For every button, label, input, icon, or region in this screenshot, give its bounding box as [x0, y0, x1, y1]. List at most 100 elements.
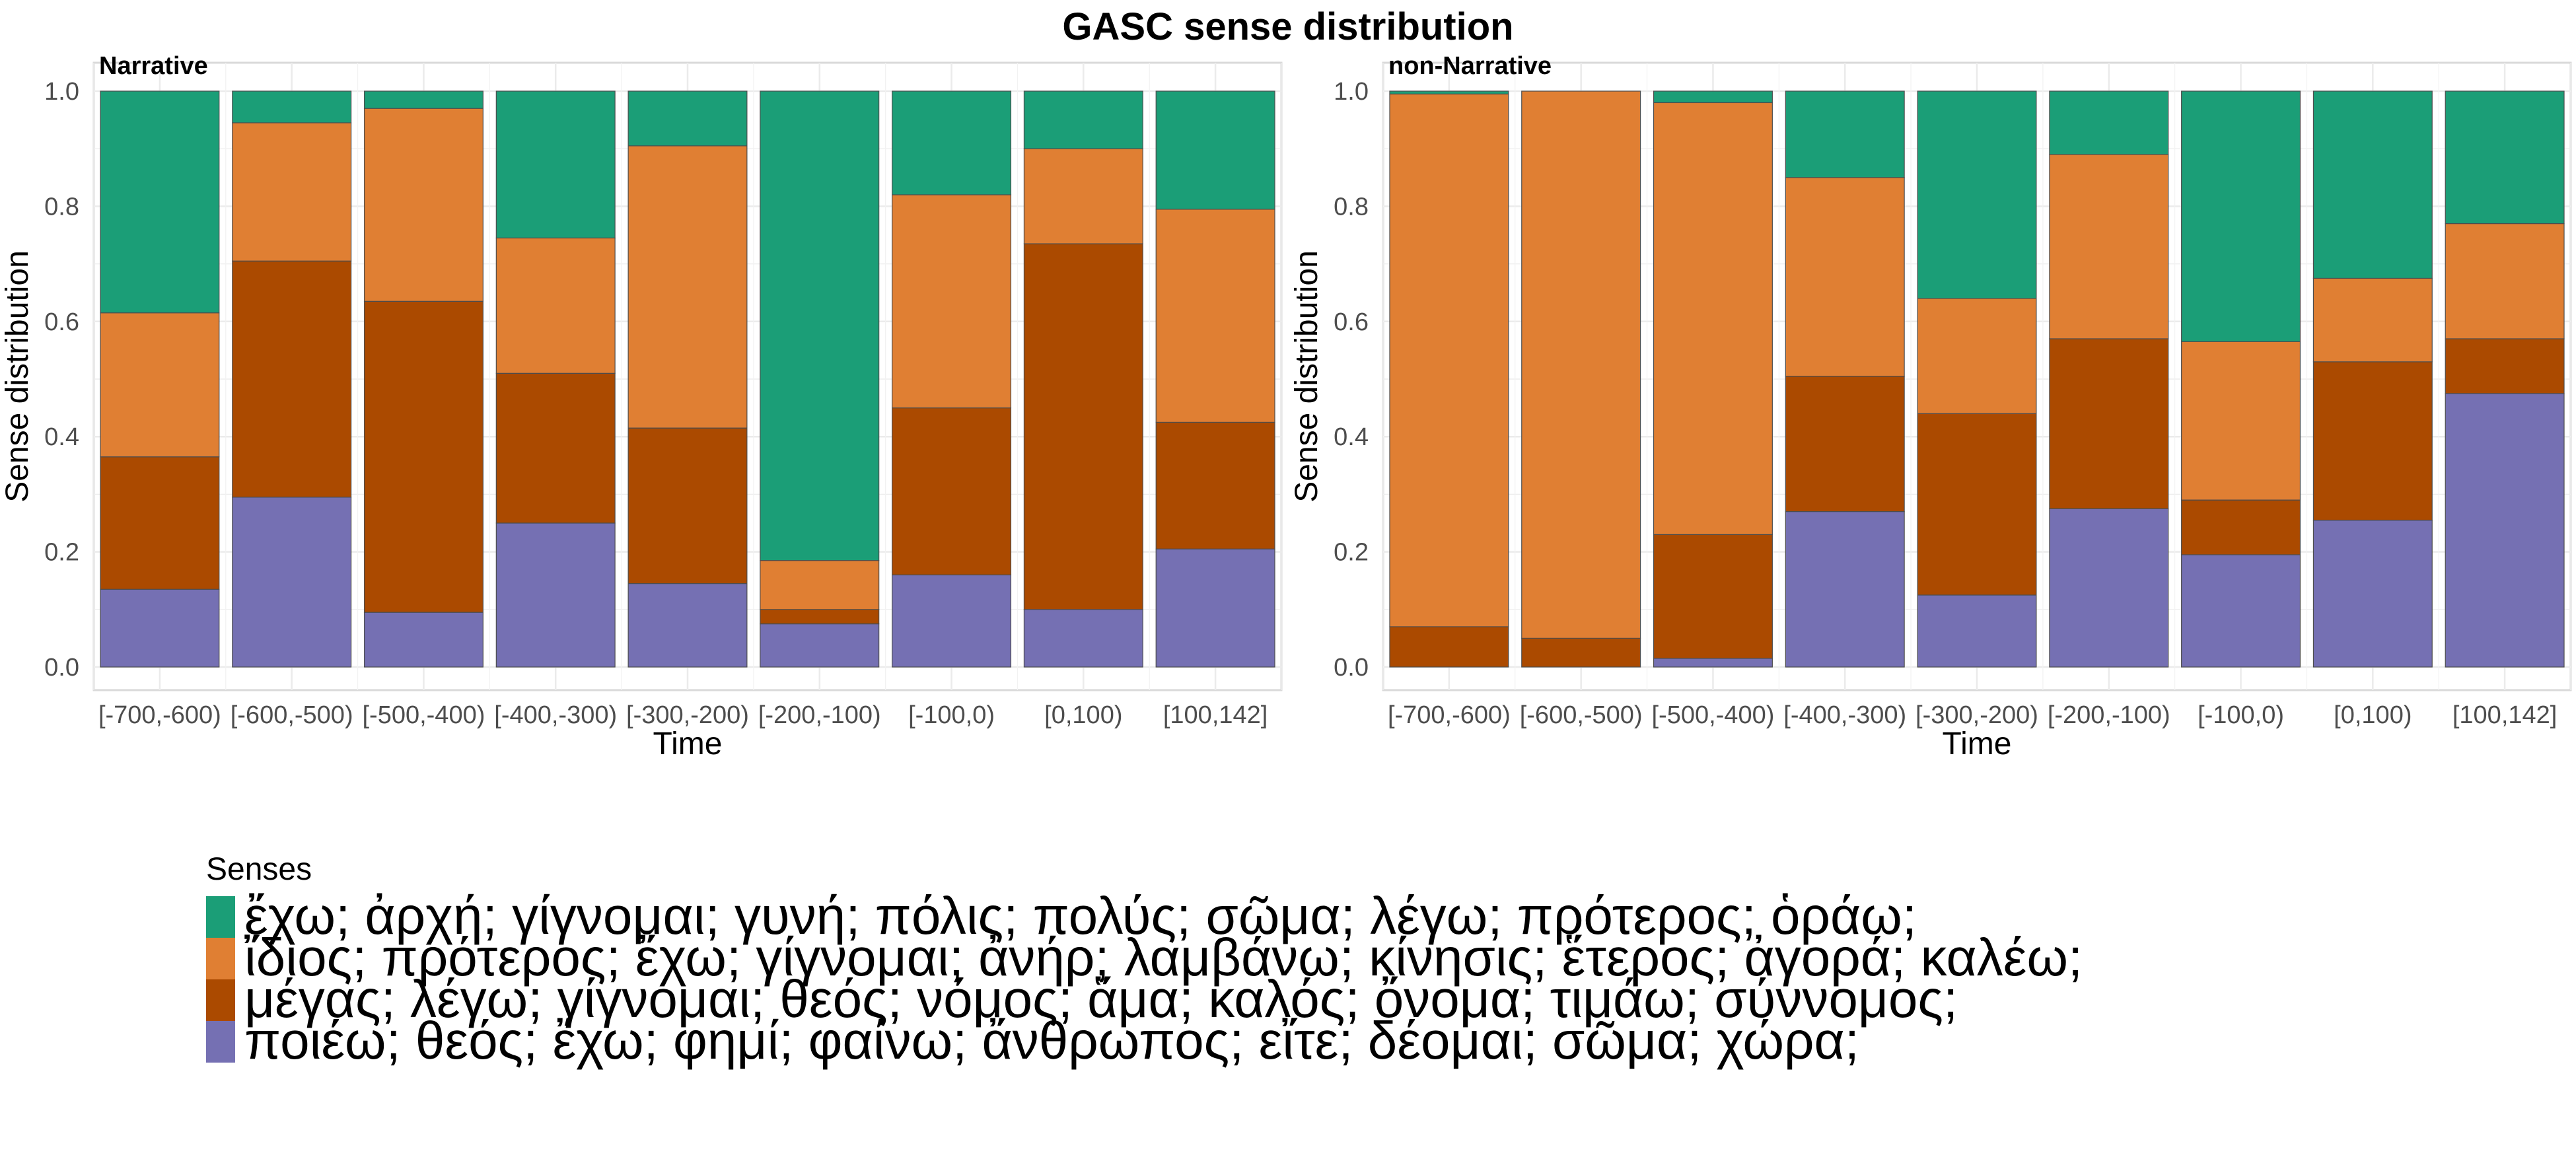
x-tick-label: [-400,-300)	[494, 701, 617, 729]
bar-segment	[2181, 499, 2301, 555]
bar-segment	[1155, 209, 1275, 423]
bar-segment	[1653, 658, 1773, 668]
bar-segment	[1389, 626, 1509, 668]
bar-segment	[232, 90, 352, 123]
bar-segment	[1917, 413, 2037, 596]
bar-segment	[760, 90, 880, 561]
bar-segment	[892, 194, 1012, 409]
x-tick-label: [-500,-400)	[1651, 701, 1774, 729]
bar-segment	[363, 612, 483, 668]
bar-segment	[1521, 637, 1641, 668]
bar-segment	[1653, 534, 1773, 659]
legend-label: μέγας; λέγω; γίγνομαι; θεός; νόμος; ἅμα;…	[244, 969, 1958, 1028]
x-axis-title: Time	[653, 726, 723, 761]
bar-segment	[363, 108, 483, 302]
x-tick-label: [-300,-200)	[626, 701, 749, 729]
y-tick-label: 0.6	[1334, 308, 1369, 336]
legend-label: ἔχω; ἀρχή; γίγνομαι; γυνή; πόλις; πολύς;…	[244, 886, 1917, 945]
bar-segment	[2445, 90, 2565, 225]
y-axis-title: Sense distribution	[0, 250, 35, 503]
y-tick-label: 0.6	[44, 308, 79, 336]
y-tick-label: 1.0	[1334, 78, 1369, 106]
bar-segment	[1023, 90, 1143, 149]
panel-title: Narrative	[99, 52, 208, 80]
bar-segment	[232, 260, 352, 498]
y-tick-label: 1.0	[44, 78, 79, 106]
x-tick-label: [-500,-400)	[362, 701, 485, 729]
bar-segment	[495, 522, 616, 668]
legend-label: ἴδιος; πρότερος; ἔχω; γίγνομαι; ἀνήρ; λα…	[244, 928, 2083, 987]
chart-title: GASC sense distribution	[1062, 5, 1513, 48]
bar-segment	[100, 312, 220, 458]
bar-segment	[1521, 90, 1641, 639]
bar-segment	[2445, 338, 2565, 394]
x-tick-label: [-300,-200)	[1915, 701, 2038, 729]
bar-segment	[760, 609, 880, 625]
bar-segment	[1653, 102, 1773, 536]
bar-segment	[1785, 376, 1905, 512]
bar-segment	[363, 90, 483, 109]
x-tick-label: [0,100)	[2334, 701, 2412, 729]
bar-segment	[1389, 90, 1509, 94]
bar-segment	[2312, 520, 2433, 668]
legend-key	[206, 1021, 235, 1063]
bar-segment	[1155, 90, 1275, 210]
bar-segment	[892, 574, 1012, 668]
y-tick-label: 0.4	[44, 423, 79, 451]
bar-segment	[892, 90, 1012, 195]
x-tick-label: [0,100)	[1044, 701, 1122, 729]
x-tick-label: [100,142]	[2452, 701, 2557, 729]
bar-segment	[1917, 594, 2037, 668]
y-tick-label: 0.8	[1334, 193, 1369, 221]
legend-key	[206, 896, 235, 938]
bar-segment	[2445, 393, 2565, 668]
bar-segment	[627, 582, 748, 668]
bar-segment	[232, 497, 352, 668]
x-tick-label: [-100,0)	[2198, 701, 2284, 729]
x-tick-label: [100,142]	[1163, 701, 1268, 729]
bar-segment	[627, 145, 748, 429]
bar-segment	[1155, 421, 1275, 549]
bar-segment	[100, 588, 220, 668]
bar-segment	[2049, 90, 2169, 155]
y-tick-label: 0.2	[44, 539, 79, 567]
y-tick-label: 0.0	[44, 654, 79, 682]
bar-segment	[627, 427, 748, 584]
bar-segment	[2312, 277, 2433, 363]
bar-segment	[760, 623, 880, 668]
panel-narrative: 0.0 0.2 0.4 0.6 0.8 1.0 [-700,-600) [-600,-500)…	[0, 52, 1283, 761]
bar-segment	[1917, 90, 2037, 299]
bar-segment	[2312, 361, 2433, 521]
y-tick-label: 0.2	[1334, 539, 1369, 567]
bar-segment	[1155, 548, 1275, 668]
bar-segment	[495, 90, 616, 238]
x-tick-label: [-400,-300)	[1783, 701, 1906, 729]
bar-segment	[1785, 177, 1905, 377]
bar-segment	[627, 90, 748, 147]
bar-segment	[2312, 90, 2433, 279]
bar-segment	[1023, 148, 1143, 244]
x-tick-label: [-200,-100)	[2048, 701, 2170, 729]
x-tick-label: [-100,0)	[908, 701, 995, 729]
bar-segment	[760, 560, 880, 610]
bar-segment	[363, 300, 483, 613]
bar-segment	[1023, 243, 1143, 610]
bar-segment	[1785, 510, 1905, 668]
bar-segment	[100, 456, 220, 590]
bar-segment	[495, 237, 616, 374]
bar-segment	[495, 372, 616, 524]
legend-key	[206, 979, 235, 1021]
bar-segment	[1917, 298, 2037, 414]
panel-non-narrative: 0.0 0.2 0.4 0.6 0.8 1.0 [-700,-600) [-600,-500)…	[1289, 52, 2572, 761]
bar-segment	[232, 122, 352, 262]
bar-segment	[1023, 609, 1143, 668]
y-tick-label: 0.4	[1334, 423, 1369, 451]
bar-segment	[2049, 154, 2169, 339]
x-tick-label: [-700,-600)	[1388, 701, 1511, 729]
panel-title: non-Narrative	[1388, 52, 1552, 80]
bar-segment	[1785, 90, 1905, 178]
bar-segment	[1389, 93, 1509, 627]
bar-segment	[2181, 554, 2301, 668]
x-tick-label: [-600,-500)	[231, 701, 353, 729]
